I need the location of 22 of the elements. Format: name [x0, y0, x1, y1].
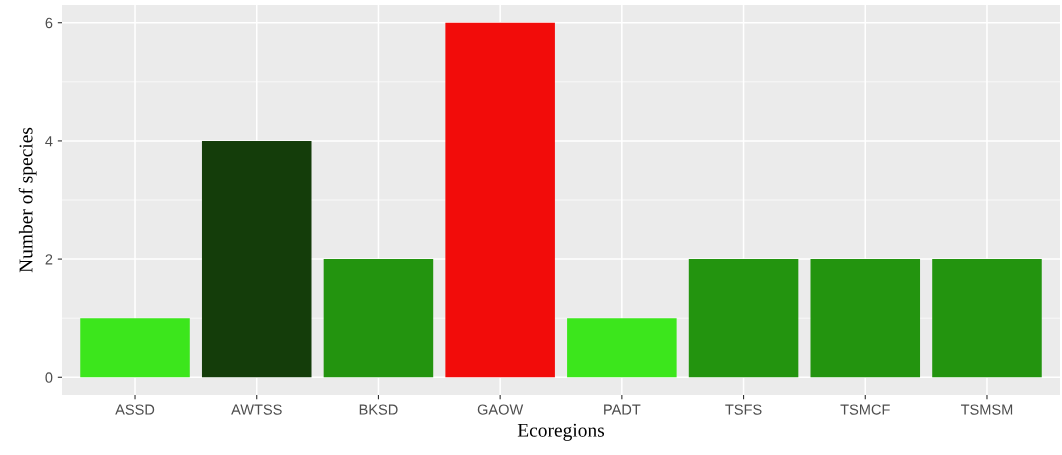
- x-tick-label: GAOW: [477, 404, 524, 415]
- x-tick-label: PADT: [604, 404, 641, 415]
- y-tick-label: 0: [45, 372, 53, 383]
- x-tick-label: ASSD: [115, 404, 155, 415]
- bar: [445, 22, 555, 378]
- x-tick-label: TSFS: [725, 404, 762, 415]
- x-tick-label: AWTSS: [231, 404, 282, 415]
- y-tick-label: 4: [45, 136, 53, 147]
- bar: [932, 259, 1042, 378]
- x-axis-title: Ecoregions: [517, 423, 605, 441]
- bar: [80, 318, 190, 378]
- x-tick-label: TSMSM: [960, 404, 1013, 415]
- bar: [323, 259, 434, 378]
- bar: [688, 259, 799, 378]
- y-tick-label: 6: [45, 17, 53, 29]
- bar: [201, 140, 312, 378]
- y-axis-title: Number of species: [18, 127, 37, 273]
- x-tick-label: BKSD: [359, 404, 398, 415]
- y-tick-label: 2: [45, 254, 53, 265]
- bar: [810, 259, 921, 378]
- x-tick-label: TSMCF: [840, 404, 890, 415]
- bar: [567, 318, 677, 378]
